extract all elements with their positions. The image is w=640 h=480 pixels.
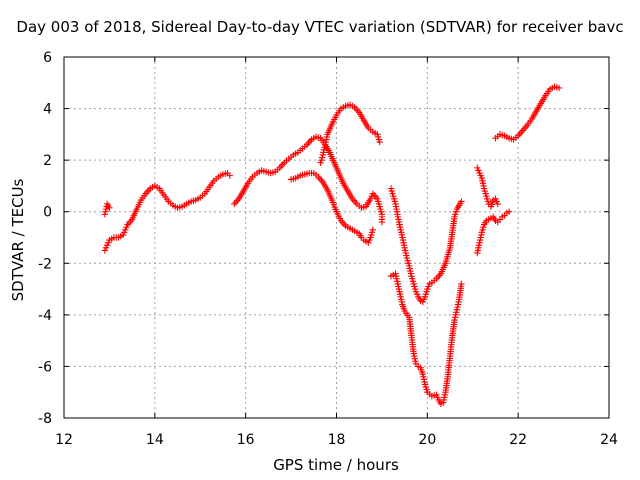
- data-point: [369, 226, 377, 233]
- data-point: [505, 208, 513, 215]
- x-tick-label: 20: [418, 432, 436, 448]
- data-points: [101, 83, 563, 408]
- x-tick-label: 22: [509, 432, 527, 448]
- data-point: [555, 84, 563, 92]
- data-point: [378, 218, 386, 226]
- x-tick-label: 14: [146, 432, 164, 448]
- x-tick-label: 18: [328, 432, 346, 448]
- chart-title: Day 003 of 2018, Sidereal Day-to-day VTE…: [16, 18, 624, 36]
- y-tick-label: 0: [43, 205, 52, 221]
- data-point: [458, 280, 465, 288]
- y-tick-label: 4: [43, 102, 52, 118]
- y-tick-label: -4: [38, 308, 52, 324]
- data-point: [494, 200, 501, 208]
- x-tick-label: 16: [237, 432, 255, 448]
- y-tick-label: -2: [38, 256, 52, 272]
- y-tick-label: -8: [38, 411, 52, 427]
- data-point: [458, 198, 465, 205]
- x-axis-label: GPS time / hours: [273, 456, 399, 474]
- data-point: [376, 138, 383, 146]
- y-tick-label: 6: [43, 50, 52, 66]
- data-point: [226, 172, 233, 179]
- data-point: [106, 204, 113, 212]
- y-tick-label: 2: [43, 153, 52, 169]
- x-tick-label: 24: [600, 432, 618, 448]
- plot-frame: [63, 56, 610, 419]
- y-tick-label: -6: [38, 359, 52, 375]
- x-tick-label: 12: [55, 432, 73, 448]
